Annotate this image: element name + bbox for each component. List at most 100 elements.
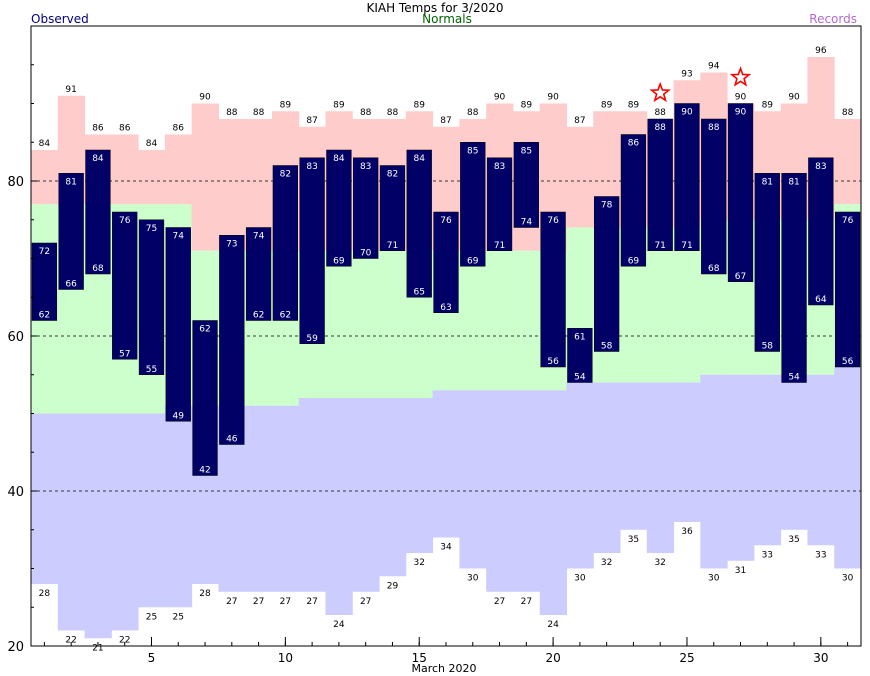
x-axis-label: March 2020 [411, 662, 476, 675]
observed-high-label: 84 [92, 154, 104, 164]
record-high-label: 93 [681, 69, 692, 79]
observed-high-label: 90 [735, 108, 747, 118]
record-low-label: 22 [65, 636, 76, 646]
record-high-label: 94 [708, 62, 720, 72]
record-high-label: 87 [306, 116, 317, 126]
normal-band [352, 250, 380, 398]
normal-band [379, 250, 407, 398]
record-low-band [700, 374, 728, 569]
record-low-label: 28 [199, 589, 211, 599]
record-low-label: 35 [628, 535, 639, 545]
chart-title: KIAH Temps for 3/2020 [366, 1, 503, 15]
observed-high-label: 83 [815, 162, 826, 172]
record-high-label: 88 [842, 108, 854, 118]
observed-high-label: 76 [842, 216, 854, 226]
record-low-label: 31 [735, 566, 746, 576]
record-star-marker [729, 66, 752, 87]
observed-bar [674, 103, 700, 251]
observed-low-label: 63 [440, 303, 451, 313]
record-low-label: 27 [360, 597, 371, 607]
record-low-label: 27 [521, 597, 532, 607]
observed-bar [460, 142, 486, 267]
record-low-band [834, 367, 862, 569]
observed-bar [85, 149, 111, 275]
x-tick-label: 5 [148, 651, 156, 665]
observed-high-label: 78 [601, 201, 613, 211]
normal-band [673, 227, 701, 383]
record-low-band [352, 398, 380, 592]
observed-bar [486, 157, 513, 251]
record-high-label: 86 [92, 124, 104, 134]
observed-high-label: 72 [39, 247, 50, 257]
observed-low-label: 68 [708, 264, 720, 274]
observed-high-label: 74 [173, 232, 185, 242]
observed-low-label: 62 [39, 311, 50, 321]
record-high-label: 89 [762, 100, 774, 110]
record-low-label: 27 [253, 597, 264, 607]
observed-high-label: 85 [467, 146, 478, 156]
observed-bar [353, 157, 379, 259]
record-low-band [57, 413, 86, 631]
record-low-band [298, 398, 327, 592]
observed-low-label: 71 [681, 241, 692, 251]
record-low-band [84, 413, 112, 639]
observed-high-label: 83 [494, 162, 505, 172]
value-labels: 72 62 84 28 81 66 91 22 84 68 86 21 76 57 86 22 75 55 84 25… [39, 46, 854, 653]
record-low-band [673, 382, 701, 522]
normal-band [486, 250, 514, 391]
observed-low-label: 58 [601, 342, 613, 352]
observed-high-label: 85 [521, 146, 532, 156]
observed-bar [540, 211, 566, 368]
observed-bar [165, 227, 191, 422]
record-low-band [245, 405, 273, 592]
observed-high-label: 83 [360, 162, 371, 172]
observed-high-label: 76 [547, 216, 559, 226]
normal-band [459, 250, 487, 391]
observed-low-label: 62 [253, 311, 264, 321]
observed-low-label: 69 [333, 256, 345, 266]
record-low-band [31, 413, 59, 584]
observed-bar [781, 173, 807, 383]
x-tick-label: 10 [278, 651, 293, 665]
record-low-band [593, 382, 621, 553]
record-high-band [834, 119, 862, 205]
record-low-label: 30 [574, 574, 586, 584]
observed-bar [754, 173, 780, 352]
observed-bars [31, 103, 861, 476]
legend-observed: Observed [31, 12, 89, 26]
observed-high-label: 83 [306, 162, 317, 172]
observed-low-label: 67 [735, 272, 746, 282]
record-low-label: 33 [762, 550, 773, 560]
record-star-marker [649, 81, 671, 103]
record-low-band [459, 390, 487, 569]
observed-high-label: 73 [226, 239, 237, 249]
record-high-label: 89 [628, 100, 640, 110]
record-low-label: 22 [119, 636, 130, 646]
record-low-band [620, 382, 648, 530]
record-high-label: 88 [226, 108, 238, 118]
record-high-label: 89 [413, 100, 425, 110]
observed-bar [433, 211, 459, 313]
y-tick-label: 20 [7, 640, 24, 655]
record-high-band [111, 134, 139, 205]
y-tick-label: 80 [7, 175, 24, 190]
record-low-band [807, 374, 835, 546]
record-high-band [566, 126, 594, 228]
observed-high-label: 82 [280, 170, 291, 180]
observed-low-label: 46 [226, 435, 238, 445]
record-low-label: 36 [681, 527, 693, 537]
observed-bar [379, 165, 406, 251]
record-high-label: 88 [253, 108, 265, 118]
record-low-label: 24 [333, 620, 345, 630]
record-low-label: 30 [467, 574, 479, 584]
observed-low-label: 74 [521, 218, 533, 228]
record-high-label: 89 [280, 100, 292, 110]
observed-high-label: 81 [788, 177, 799, 187]
record-high-label: 87 [440, 116, 451, 126]
record-low-band [539, 390, 567, 615]
record-low-label: 27 [494, 597, 505, 607]
legend-normals: Normals [422, 12, 472, 26]
record-high-label: 90 [547, 93, 559, 103]
observed-bar [299, 157, 325, 344]
